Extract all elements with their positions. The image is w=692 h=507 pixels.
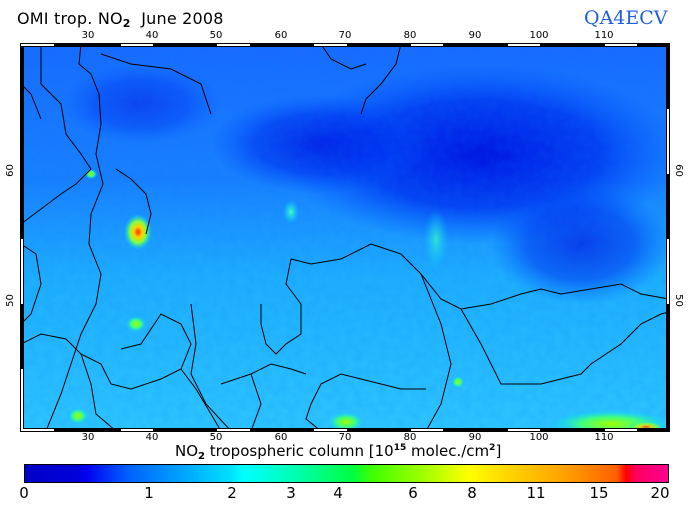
colorbar-tick: 2 [227,484,237,502]
frame-tick-white [314,44,347,46]
frame-left [21,44,24,431]
frame-tick-white [508,429,540,431]
lon-tick: 50 [209,30,223,41]
colorbar-tick: 0 [19,484,29,502]
frame-tick-white [411,429,443,431]
lon-tick: 60 [274,432,288,443]
frame-tick-white [21,429,54,431]
cb-title-units-exp: 2 [489,443,496,453]
colorbar-tick: 1 [144,484,154,502]
map-title: OMI trop. NO2 June 2008 [17,9,224,30]
frame-tick-white [21,369,23,429]
cb-title-sub: 2 [198,451,205,462]
lon-tick: 60 [274,30,288,41]
lat-tick-right: 50 [672,294,684,307]
frame-right [666,44,669,431]
lon-tick: 100 [529,30,549,41]
frame-tick-white [508,44,540,46]
lon-tick: 40 [145,30,159,41]
title-subscript: 2 [122,17,131,30]
cb-title-end: ] [495,442,502,460]
title-date: June 2008 [141,9,224,28]
cb-title-units: molec./cm [411,442,490,460]
lon-tick: 100 [529,432,549,443]
brand-logo: QA4ECV [584,7,668,29]
map-canvas [21,44,669,431]
lon-tick: 70 [338,30,352,41]
lon-tick: 50 [209,432,223,443]
lon-tick: 30 [81,432,95,443]
lon-tick: 70 [338,432,352,443]
colorbar-tick: 11 [526,484,546,502]
colorbar-tick: 6 [408,484,418,502]
lon-tick: 90 [468,432,482,443]
lon-tick: 40 [145,432,159,443]
lat-tick-left: 60 [4,164,16,177]
frame-tick-white [667,109,669,174]
colorbar-tick: 3 [286,484,296,502]
frame-tick-white [217,44,250,46]
lat-tick-left: 50 [4,294,16,307]
frame-tick-white [21,44,54,46]
frame-tick-white [217,429,250,431]
lon-tick: 30 [81,30,95,41]
lon-tick: 110 [594,30,614,41]
frame-tick-white [411,44,443,46]
colorbar-tick: 4 [333,484,343,502]
lon-tick: 90 [468,30,482,41]
frame-tick-white [121,429,153,431]
country-borders [21,44,669,431]
colorbar-tick: 8 [467,484,477,502]
lon-tick: 110 [594,432,614,443]
frame-tick-white [605,429,637,431]
colorbar-tick: 20 [650,484,670,502]
title-prefix: OMI trop. NO [17,9,123,28]
colorbar-tick: 15 [589,484,609,502]
lon-tick: 80 [403,432,417,443]
frame-tick-white [21,239,23,304]
frame-tick-white [121,44,153,46]
cb-title-middle: tropospheric column [10 [209,442,394,460]
colorbar [24,464,669,483]
lat-tick-right: 60 [672,164,684,177]
no2-map [20,43,670,432]
frame-tick-white [314,429,347,431]
colorbar-title: NO2 tropospheric column [1015 molec./cm2… [175,442,501,462]
cb-title-prefix: NO [175,442,199,460]
frame-tick-white [605,44,637,46]
frame-tick-white [667,239,669,304]
lon-tick: 80 [403,30,417,41]
cb-title-exp: 15 [393,443,407,453]
